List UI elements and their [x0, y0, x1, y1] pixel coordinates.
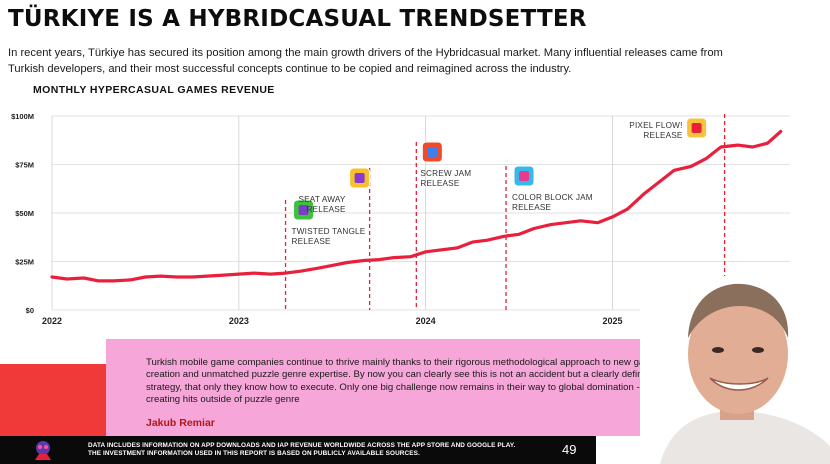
page-number: 49: [562, 442, 577, 457]
y-tick-label: $50M: [15, 209, 34, 218]
quote-panel: [106, 339, 726, 436]
quote-text: Turkish mobile game companies continue t…: [146, 357, 663, 406]
release-label: RELEASE: [420, 179, 460, 188]
footer-bar: [0, 436, 596, 464]
release-label: RELEASE: [292, 237, 332, 246]
release-label: SCREW JAM: [420, 169, 471, 178]
release-label: TWISTED TANGLE: [292, 227, 366, 236]
footer-note-line-1: DATA INCLUDES INFORMATION ON APP DOWNLOA…: [88, 442, 516, 449]
y-tick-label: $75M: [15, 161, 34, 170]
release-label: RELEASE: [643, 131, 683, 140]
y-tick-label: $0: [26, 306, 34, 315]
page-title: TÜRKIYE IS A HYBRIDCASUAL TRENDSETTER: [8, 6, 587, 32]
y-tick-label: $25M: [15, 258, 34, 267]
release-label: RELEASE: [512, 203, 552, 212]
red-accent-block: [0, 364, 110, 436]
twisted-tangle-icon: [293, 199, 315, 221]
color-block-jam-icon: [513, 165, 535, 187]
revenue-series-line: [50, 129, 783, 283]
release-label: RELEASE: [306, 205, 346, 214]
x-tick-label: 2023: [229, 316, 249, 326]
revenue-chart: $0 $25M $50M $75M $100M 2022 2023 2024 2025 TWI…: [11, 112, 790, 326]
author-photo: [640, 276, 830, 464]
x-tick-label: 2022: [42, 316, 62, 326]
release-label: COLOR BLOCK JAM: [512, 193, 593, 202]
chart-title: MONTHLY HYPERCASUAL GAMES REVENUE: [33, 84, 275, 96]
screw-jam-icon: [421, 141, 443, 163]
release-label: SEAT AWAY: [298, 195, 345, 204]
seat-away-icon: [349, 167, 371, 189]
footer-note-line-2: THE INVESTMENT INFORMATION USED IN THIS …: [88, 450, 420, 457]
x-tick-label: 2025: [602, 316, 622, 326]
mascot-logo-icon: [35, 441, 51, 460]
release-label: PIXEL FLOW!: [629, 121, 682, 130]
intro-paragraph: In recent years, Türkiye has secured its…: [8, 47, 723, 75]
pixel-flow-icon: [686, 117, 708, 139]
quote-author: Jakub Remiar: [146, 417, 215, 429]
y-tick-label: $100M: [11, 112, 34, 121]
footer-note: DATA INCLUDES INFORMATION ON APP DOWNLOA…: [88, 442, 538, 458]
x-tick-label: 2024: [416, 316, 436, 326]
